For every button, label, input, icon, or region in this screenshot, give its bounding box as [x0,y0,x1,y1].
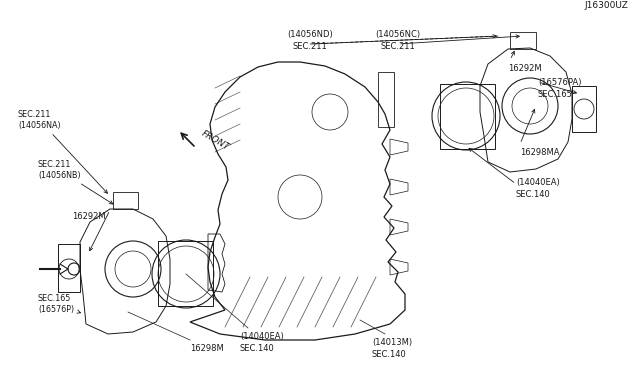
Text: 16292M: 16292M [508,64,541,73]
Text: (16576PA): (16576PA) [538,78,582,87]
Text: SEC.211
(14056NB): SEC.211 (14056NB) [38,160,113,204]
Text: 16298M: 16298M [190,344,224,353]
Text: (14013M): (14013M) [372,338,412,347]
Bar [158,241,213,306]
Text: SEC.140: SEC.140 [516,190,551,199]
Bar [440,84,495,149]
Text: SEC.140: SEC.140 [240,344,275,353]
Text: (14040EA): (14040EA) [516,178,560,187]
Text: FRONT: FRONT [200,129,231,152]
Text: SEC.165: SEC.165 [538,90,573,99]
Text: SEC.165
(16576P): SEC.165 (16576P) [38,294,81,314]
Text: (14040EA): (14040EA) [240,332,284,341]
Text: (14056ND): (14056ND) [287,30,333,39]
Text: 16298MA: 16298MA [520,148,559,157]
Text: SEC.140: SEC.140 [372,350,407,359]
Text: SEC.211: SEC.211 [292,42,328,51]
Bar [378,72,394,127]
Text: J16300UZ: J16300UZ [584,1,628,10]
Text: (14056NC): (14056NC) [376,30,420,39]
Text: SEC.211
(14056NA): SEC.211 (14056NA) [18,110,108,193]
Text: 16292M: 16292M [72,212,106,221]
Text: SEC.211: SEC.211 [381,42,415,51]
